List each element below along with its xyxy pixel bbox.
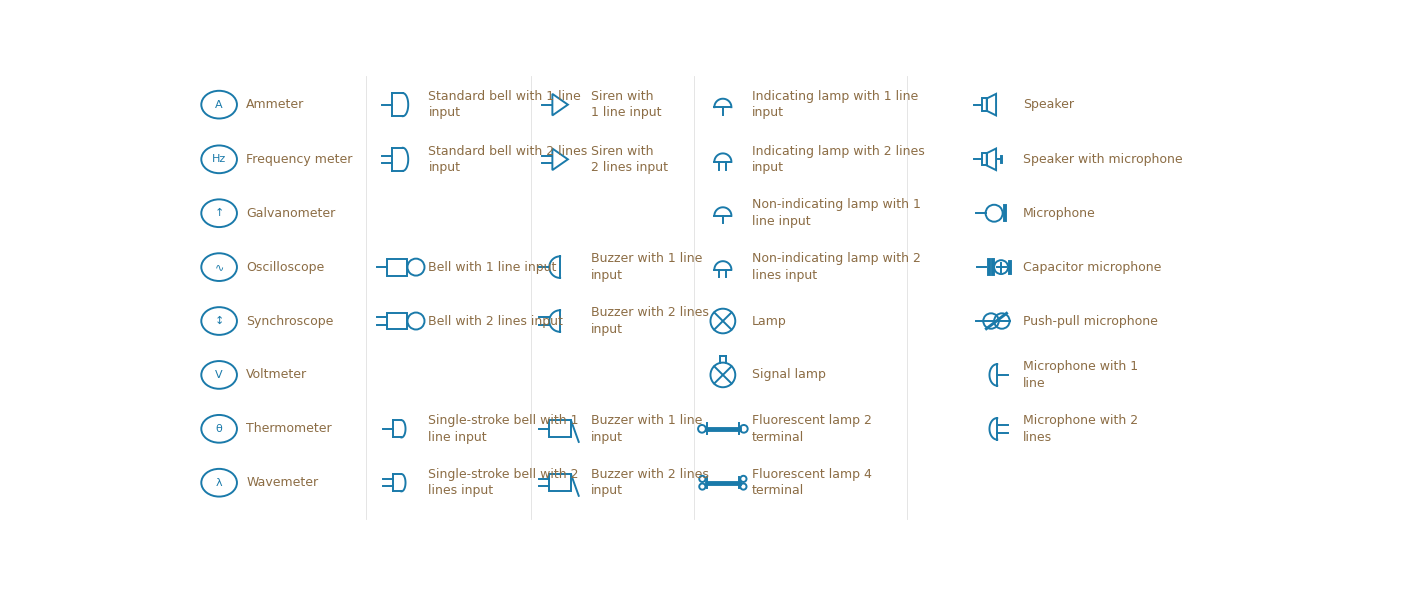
Text: Non-indicating lamp with 2
lines input: Non-indicating lamp with 2 lines input xyxy=(751,252,921,282)
Text: Indicating lamp with 2 lines
input: Indicating lamp with 2 lines input xyxy=(751,144,925,174)
Text: Capacitor microphone: Capacitor microphone xyxy=(1022,261,1161,273)
Text: Single-stroke bell with 1
line input: Single-stroke bell with 1 line input xyxy=(428,414,579,443)
Text: Microphone: Microphone xyxy=(1022,206,1096,220)
Bar xyxy=(981,153,987,166)
Text: Push-pull microphone: Push-pull microphone xyxy=(1022,314,1158,328)
Text: Ammeter: Ammeter xyxy=(246,98,305,111)
Text: Indicating lamp with 1 line
input: Indicating lamp with 1 line input xyxy=(751,90,918,119)
Text: Microphone with 2
lines: Microphone with 2 lines xyxy=(1022,414,1138,443)
Text: Signal lamp: Signal lamp xyxy=(751,368,826,381)
Text: V: V xyxy=(215,370,223,380)
Text: Buzzer with 1 line
input: Buzzer with 1 line input xyxy=(592,414,703,443)
Text: Thermometer: Thermometer xyxy=(246,422,332,435)
Bar xyxy=(387,312,408,329)
Text: Bell with 1 line input: Bell with 1 line input xyxy=(428,261,556,273)
Text: Speaker: Speaker xyxy=(1022,98,1073,111)
Text: Galvanometer: Galvanometer xyxy=(246,206,336,220)
Text: Siren with
1 line input: Siren with 1 line input xyxy=(592,90,662,119)
Text: Wavemeter: Wavemeter xyxy=(246,476,318,489)
Bar xyxy=(549,474,570,491)
Text: Fluorescent lamp 2
terminal: Fluorescent lamp 2 terminal xyxy=(751,414,871,443)
Text: A: A xyxy=(215,100,223,110)
Text: Siren with
2 lines input: Siren with 2 lines input xyxy=(592,144,668,174)
Text: ∿: ∿ xyxy=(215,262,225,272)
Text: Bell with 2 lines input: Bell with 2 lines input xyxy=(428,314,563,328)
Bar xyxy=(981,99,987,111)
Text: Standard bell with 1 line
input: Standard bell with 1 line input xyxy=(428,90,582,119)
Text: Oscilloscope: Oscilloscope xyxy=(246,261,325,273)
Bar xyxy=(387,259,408,276)
Text: Single-stroke bell with 2
lines input: Single-stroke bell with 2 lines input xyxy=(428,468,579,498)
Text: Buzzer with 2 lines
input: Buzzer with 2 lines input xyxy=(592,306,709,336)
Text: Frequency meter: Frequency meter xyxy=(246,153,353,166)
Text: Standard bell with 2 lines
input: Standard bell with 2 lines input xyxy=(428,144,587,174)
Text: Non-indicating lamp with 1
line input: Non-indicating lamp with 1 line input xyxy=(751,199,921,228)
Text: Buzzer with 1 line
input: Buzzer with 1 line input xyxy=(592,252,703,282)
Text: Synchroscope: Synchroscope xyxy=(246,314,333,328)
Text: ↑: ↑ xyxy=(215,208,225,218)
Text: Voltmeter: Voltmeter xyxy=(246,368,308,381)
Text: Speaker with microphone: Speaker with microphone xyxy=(1022,153,1182,166)
Text: Lamp: Lamp xyxy=(751,314,786,328)
Text: θ: θ xyxy=(216,424,223,434)
Text: λ: λ xyxy=(216,477,223,488)
Text: Buzzer with 2 lines
input: Buzzer with 2 lines input xyxy=(592,468,709,498)
Text: Fluorescent lamp 4
terminal: Fluorescent lamp 4 terminal xyxy=(751,468,871,498)
Text: Hz: Hz xyxy=(212,154,226,164)
Text: Microphone with 1
line: Microphone with 1 line xyxy=(1022,360,1138,390)
Text: ↕: ↕ xyxy=(215,316,225,326)
Bar xyxy=(549,420,570,437)
